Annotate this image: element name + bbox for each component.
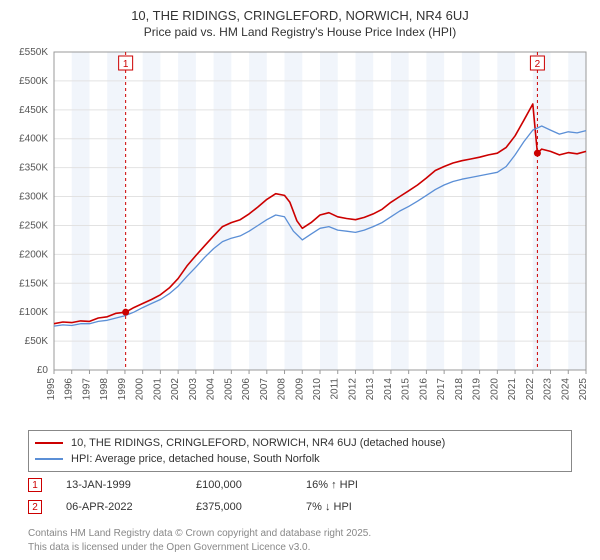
x-tick-label: 2020 <box>489 378 500 401</box>
year-band <box>568 52 586 370</box>
year-band <box>533 52 551 370</box>
sale-price: £375,000 <box>196 501 306 513</box>
x-tick-label: 2002 <box>170 378 181 401</box>
sale-hpi-diff: 16% ↑ HPI <box>306 479 416 491</box>
chart-container: 10, THE RIDINGS, CRINGLEFORD, NORWICH, N… <box>0 0 600 560</box>
x-tick-label: 1998 <box>99 378 110 401</box>
attribution-line1: Contains HM Land Registry data © Crown c… <box>28 527 371 541</box>
y-tick-label: £0 <box>37 365 49 376</box>
legend-label: HPI: Average price, detached house, Sout… <box>71 453 320 465</box>
x-tick-label: 2017 <box>436 378 447 401</box>
x-tick-label: 1999 <box>117 378 128 401</box>
attribution: Contains HM Land Registry data © Crown c… <box>28 527 371 554</box>
x-tick-label: 2021 <box>507 378 518 401</box>
y-tick-label: £150K <box>19 278 48 289</box>
x-tick-label: 2023 <box>543 378 554 401</box>
x-tick-label: 2001 <box>152 378 163 401</box>
sales-table: 1 13-JAN-1999£100,00016% ↑ HPI 2 06-APR-202… <box>28 474 572 518</box>
legend-label: 10, THE RIDINGS, CRINGLEFORD, NORWICH, N… <box>71 437 445 449</box>
sale-marker-dot <box>534 150 541 157</box>
y-tick-label: £250K <box>19 220 48 231</box>
legend-swatch <box>35 458 63 460</box>
year-band <box>320 52 338 370</box>
x-tick-label: 2015 <box>401 378 412 401</box>
year-band <box>143 52 161 370</box>
legend-row: 10, THE RIDINGS, CRINGLEFORD, NORWICH, N… <box>35 435 565 451</box>
y-tick-label: £450K <box>19 105 48 116</box>
x-tick-label: 1997 <box>81 378 92 401</box>
x-tick-label: 2024 <box>560 378 571 401</box>
sale-hpi-diff: 7% ↓ HPI <box>306 501 416 513</box>
x-tick-label: 2011 <box>330 378 341 400</box>
chart-area: £0 £50K £100K £150K £200K £250K £300K £350K £400… <box>0 44 600 424</box>
sale-price: £100,000 <box>196 479 306 491</box>
year-band <box>497 52 515 370</box>
x-tick-label: 2016 <box>418 378 429 401</box>
sale-marker-dot <box>122 309 129 316</box>
x-tick-label: 2012 <box>347 378 358 401</box>
x-tick-label: 2009 <box>294 378 305 401</box>
sale-row: 2 06-APR-2022£375,0007% ↓ HPI <box>28 496 572 518</box>
y-tick-label: £50K <box>25 336 49 347</box>
x-tick-label: 2000 <box>135 378 146 401</box>
legend-row: HPI: Average price, detached house, Sout… <box>35 451 565 467</box>
year-band <box>355 52 373 370</box>
y-tick-label: £400K <box>19 134 48 145</box>
y-tick-label: £100K <box>19 307 48 318</box>
x-tick-label: 2003 <box>188 378 199 401</box>
x-tick-label: 2014 <box>383 378 394 401</box>
sale-marker-badge: 2 <box>28 500 42 514</box>
y-tick-label: £500K <box>19 76 48 87</box>
year-band <box>214 52 232 370</box>
x-tick-label: 2022 <box>525 378 536 401</box>
x-tick-label: 2018 <box>454 378 465 401</box>
x-tick-label: 2005 <box>223 378 234 401</box>
x-tick-label: 2019 <box>472 378 483 401</box>
y-tick-label: £550K <box>19 47 48 58</box>
chart-subtitle: Price paid vs. HM Land Registry's House … <box>0 25 600 39</box>
x-tick-label: 2025 <box>578 378 589 401</box>
legend-swatch <box>35 442 63 444</box>
sale-marker-badge: 1 <box>28 478 42 492</box>
line-chart-svg: £0 £50K £100K £150K £200K £250K £300K £350K £400… <box>0 44 600 424</box>
year-band <box>426 52 444 370</box>
x-tick-label: 2013 <box>365 378 376 401</box>
attribution-line2: This data is licensed under the Open Gov… <box>28 541 371 555</box>
header: 10, THE RIDINGS, CRINGLEFORD, NORWICH, N… <box>0 0 600 39</box>
x-tick-label: 2004 <box>206 378 217 401</box>
x-tick-label: 1995 <box>46 378 57 401</box>
sale-marker-number: 2 <box>535 59 541 70</box>
y-tick-label: £200K <box>19 249 48 260</box>
x-tick-label: 2008 <box>277 378 288 401</box>
year-band <box>107 52 125 370</box>
sale-marker-number: 1 <box>123 59 129 70</box>
sale-date: 13-JAN-1999 <box>66 479 196 491</box>
x-tick-label: 2006 <box>241 378 252 401</box>
x-tick-label: 2007 <box>259 378 270 401</box>
sale-row: 1 13-JAN-1999£100,00016% ↑ HPI <box>28 474 572 496</box>
year-band <box>462 52 480 370</box>
x-tick-label: 1996 <box>64 378 75 401</box>
y-tick-label: £300K <box>19 192 48 203</box>
y-tick-label: £350K <box>19 163 48 174</box>
year-band <box>178 52 196 370</box>
sale-date: 06-APR-2022 <box>66 501 196 513</box>
chart-title: 10, THE RIDINGS, CRINGLEFORD, NORWICH, N… <box>0 8 600 23</box>
legend: 10, THE RIDINGS, CRINGLEFORD, NORWICH, N… <box>28 430 572 472</box>
x-tick-label: 2010 <box>312 378 323 401</box>
